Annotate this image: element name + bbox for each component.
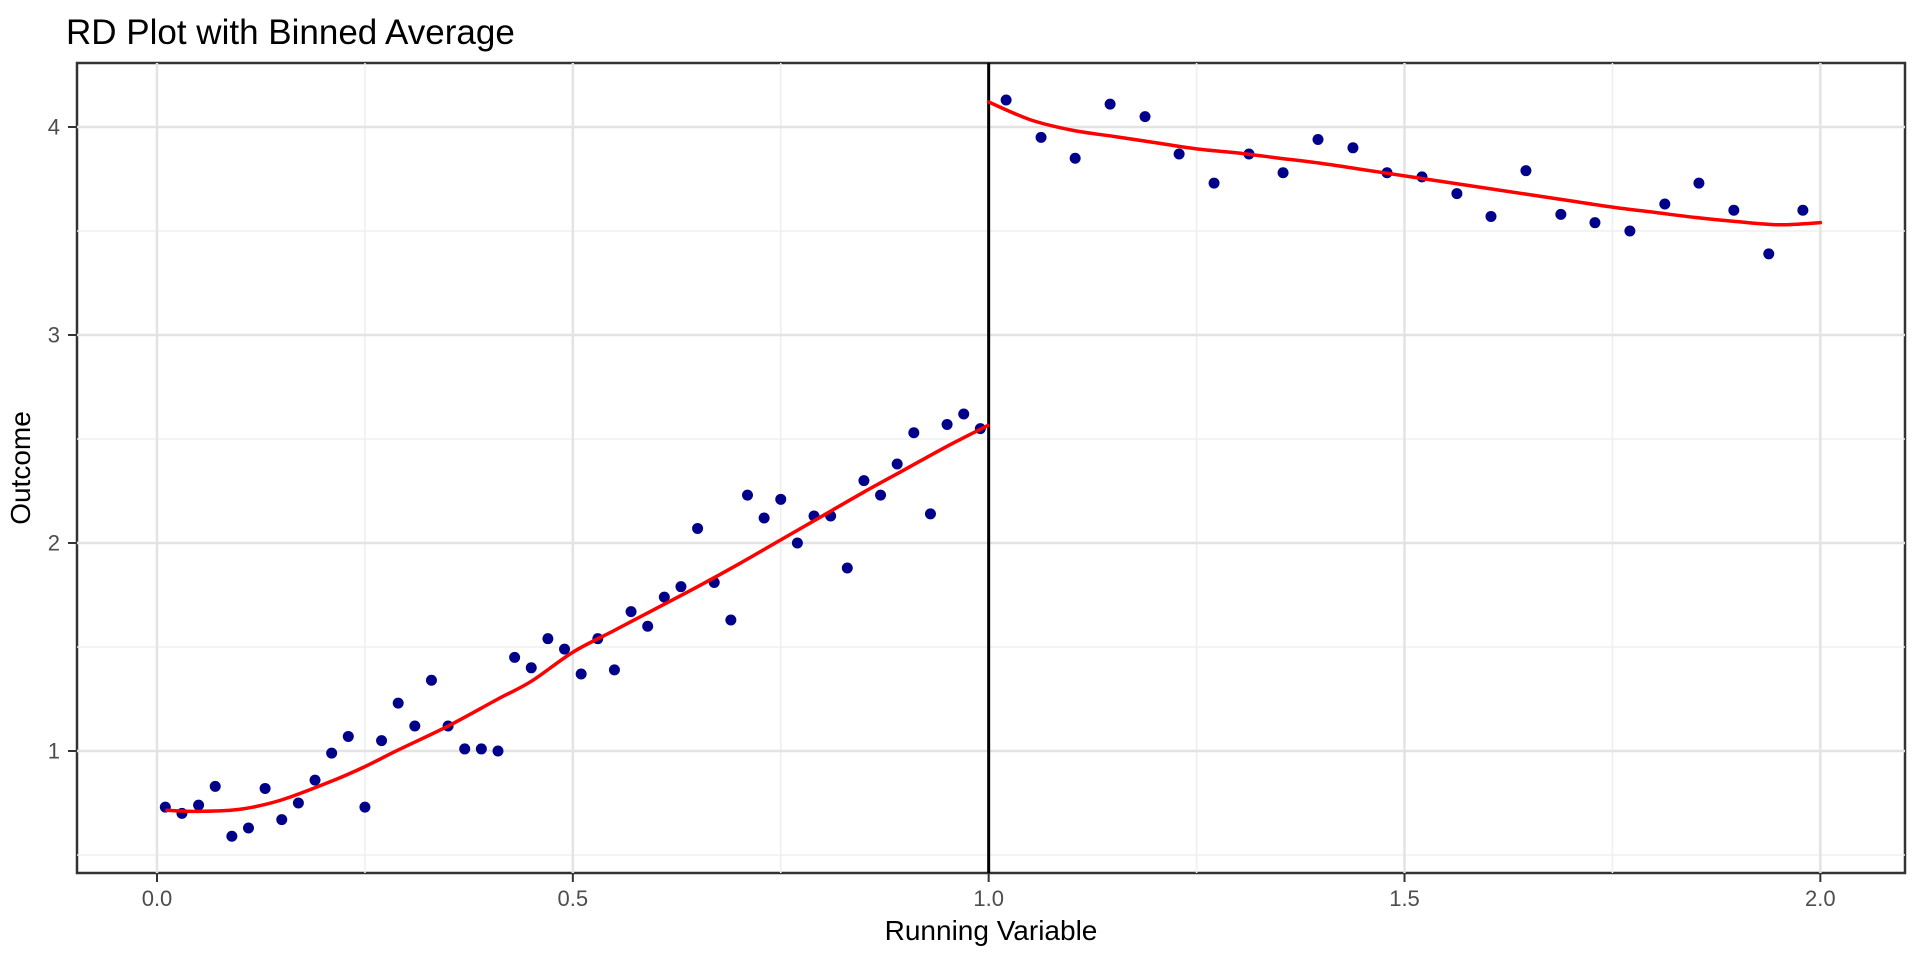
- data-point: [692, 522, 704, 534]
- data-point: [608, 664, 620, 676]
- panel-border: [75, 61, 1907, 875]
- data-point: [292, 797, 304, 809]
- x-tick-label: 1.0: [973, 886, 1004, 911]
- data-point: [758, 512, 770, 524]
- data-point: [1693, 177, 1705, 189]
- data-point: [359, 801, 371, 813]
- data-point: [1589, 217, 1601, 229]
- y-tick-label: 3: [48, 323, 60, 348]
- data-point: [492, 745, 504, 757]
- data-point: [891, 458, 903, 470]
- data-point: [475, 743, 487, 755]
- axis-layer: 0.0 0.5 1.0 1.5 2.0 1 2 3 4: [48, 115, 1836, 911]
- data-point: [908, 427, 920, 439]
- data-point: [1173, 148, 1185, 160]
- data-point: [1035, 131, 1047, 143]
- data-point: [658, 591, 670, 603]
- data-point: [525, 662, 537, 674]
- y-axis-title: Outcome: [5, 411, 36, 525]
- data-point: [941, 418, 953, 430]
- data-point: [1520, 165, 1532, 177]
- x-axis-title: Running Variable: [885, 915, 1098, 946]
- y-tick-label: 4: [48, 115, 60, 140]
- data-point: [193, 799, 205, 811]
- data-point: [259, 782, 271, 794]
- data-point: [841, 562, 853, 574]
- y-tick-label: 2: [48, 531, 60, 556]
- data-point: [1555, 208, 1567, 220]
- grid-layer: [77, 63, 1905, 873]
- data-point: [226, 830, 238, 842]
- data-point: [1659, 198, 1671, 210]
- data-point: [1347, 142, 1359, 154]
- x-tick-label: 1.5: [1389, 886, 1420, 911]
- data-point: [1624, 225, 1636, 237]
- data-point: [326, 747, 338, 759]
- data-point: [958, 408, 970, 420]
- loess-fit-left: [165, 423, 990, 814]
- data-point: [575, 668, 587, 680]
- data-point: [276, 814, 288, 826]
- data-point: [875, 489, 887, 501]
- data-point: [625, 606, 637, 618]
- data-point: [741, 489, 753, 501]
- data-layer: [159, 63, 1823, 873]
- data-point: [675, 581, 687, 593]
- data-point: [309, 774, 321, 786]
- x-tick-label: 0.0: [142, 886, 173, 911]
- data-point: [858, 475, 870, 487]
- data-point: [559, 643, 571, 655]
- y-tick-label: 1: [48, 739, 60, 764]
- plot-title: RD Plot with Binned Average: [66, 13, 515, 52]
- data-point: [509, 651, 521, 663]
- data-point: [1069, 152, 1081, 164]
- data-point: [392, 697, 404, 709]
- data-point: [1104, 98, 1116, 110]
- loess-fit-right: [986, 100, 1823, 227]
- data-point: [725, 614, 737, 626]
- data-point: [1797, 204, 1809, 216]
- data-point: [1485, 210, 1497, 222]
- data-point: [209, 780, 221, 792]
- data-point: [342, 730, 354, 742]
- x-tick-label: 0.5: [558, 886, 589, 911]
- x-tick-label: 2.0: [1805, 886, 1836, 911]
- data-point: [1451, 188, 1463, 200]
- data-point: [791, 537, 803, 549]
- data-point: [642, 620, 654, 632]
- data-point: [1208, 177, 1220, 189]
- data-point: [409, 720, 421, 732]
- data-point: [1728, 204, 1740, 216]
- data-point: [425, 674, 437, 686]
- data-point: [459, 743, 471, 755]
- data-point: [1312, 133, 1324, 145]
- data-point: [242, 822, 254, 834]
- data-point: [1763, 248, 1775, 260]
- data-point: [1000, 94, 1012, 106]
- data-point: [542, 633, 554, 645]
- data-point: [1139, 111, 1151, 123]
- data-point: [1277, 167, 1289, 179]
- data-point: [775, 493, 787, 505]
- data-point: [924, 508, 936, 520]
- data-point: [376, 735, 388, 747]
